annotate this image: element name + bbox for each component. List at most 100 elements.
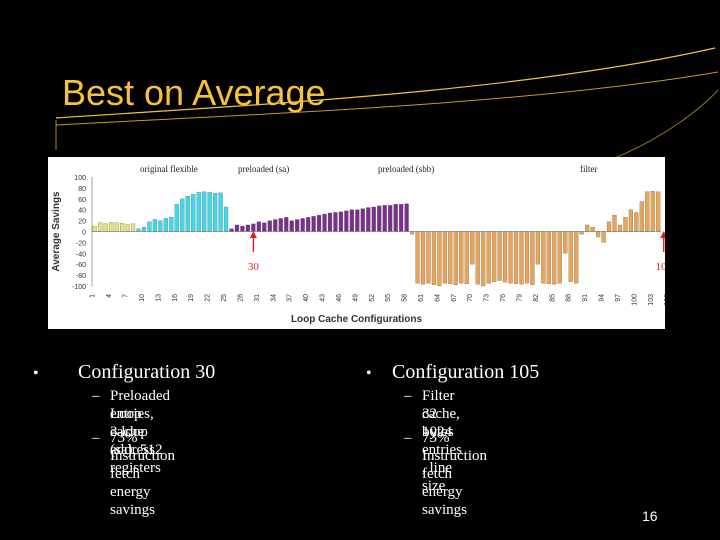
chart-bar: [223, 206, 229, 232]
chart-bar: [431, 231, 437, 286]
chart-bar: [316, 215, 322, 232]
chart-bar: [213, 193, 218, 232]
x-tick-label: 73: [484, 294, 491, 302]
chart-bar: [278, 218, 283, 232]
bullet-marker: •: [33, 365, 39, 382]
chart-bar: [267, 220, 272, 232]
chart-bar: [136, 228, 141, 232]
y-tick-label: 60: [78, 197, 86, 204]
chart-bar: [470, 231, 475, 265]
chart-bar: [492, 231, 497, 282]
chart-bar: [103, 223, 108, 232]
chart-bar: [163, 218, 168, 232]
x-tick-label: 46: [336, 294, 343, 302]
x-tick-label: 49: [352, 294, 359, 302]
x-tick-label: 10: [139, 294, 146, 302]
chart-bar: [426, 231, 431, 284]
group-label: filter: [580, 164, 598, 174]
sub-bullet-dash: –: [404, 430, 412, 446]
x-tick-label: 67: [451, 294, 458, 302]
x-tick-label: 64: [434, 294, 441, 302]
x-tick-label: 82: [533, 294, 540, 302]
x-tick-label: 70: [467, 294, 474, 302]
chart-bar: [639, 201, 644, 232]
chart-bar: [617, 224, 623, 232]
chart-bar: [574, 231, 579, 284]
sub-bullet-dash: –: [404, 388, 412, 404]
chart-bar: [98, 222, 103, 232]
x-tick-label: 94: [599, 294, 606, 302]
x-tick-label: 55: [385, 294, 392, 302]
sub-bullet-text: Filter cache, 1024 entries , line size: [422, 388, 462, 494]
x-tick-label: 25: [221, 294, 228, 302]
chart-bar: [289, 220, 294, 232]
chart-bar: [114, 222, 119, 232]
chart-bar: [306, 217, 311, 232]
chart-bar: [464, 231, 469, 284]
chart-bar: [579, 231, 584, 235]
chart-bar: [453, 231, 458, 286]
chart-bar: [311, 216, 316, 232]
chart-bar: [415, 231, 420, 284]
bar-chart: Average Savings 100 80 60 40 20 0 -20 -40 -60 -80 -…: [51, 164, 665, 325]
annotation-label: 105: [655, 261, 665, 273]
chart-bar: [404, 203, 409, 232]
chart-bar: [563, 231, 568, 254]
chart-bar: [130, 223, 136, 232]
sub-bullet-text: entries, 3 loop address registers: [110, 406, 161, 476]
y-tick-label: -20: [76, 240, 86, 247]
chart-bar: [420, 231, 426, 285]
x-tick-label: 7: [123, 294, 130, 298]
chart-bar: [273, 219, 278, 232]
slide-number: 16: [642, 508, 658, 524]
x-tick-label: 37: [287, 294, 294, 302]
chart-bar: [322, 213, 327, 232]
x-tick-label: 43: [320, 294, 327, 302]
chart-bar: [502, 231, 508, 283]
bullet-heading-left: Configuration 30: [78, 361, 216, 383]
y-tick-label: -60: [76, 262, 86, 269]
x-tick-label: 4: [106, 294, 113, 298]
x-tick-label: 76: [500, 294, 507, 302]
sub-bullet-text: 32 bytes: [422, 406, 454, 440]
chart-bar: [119, 223, 125, 232]
chart-bar: [546, 231, 551, 284]
chart-bar: [437, 231, 442, 287]
chart-container: Average Savings 100 80 60 40 20 0 -20 -40 -60 -80 -…: [48, 157, 665, 329]
chart-bar: [245, 224, 251, 232]
y-tick-label: -40: [76, 251, 86, 258]
chart-bar: [174, 204, 179, 232]
decorative-swoosh: [55, 47, 719, 160]
chart-bar: [634, 212, 639, 232]
x-tick-label: 85: [549, 294, 556, 302]
chart-bar: [349, 209, 354, 232]
x-tick-label: 31: [254, 294, 261, 302]
chart-bar: [601, 231, 606, 243]
chart-bar: [393, 204, 398, 232]
y-tick-label: 0: [82, 230, 86, 237]
chart-bar: [650, 191, 655, 232]
chart-bar: [481, 231, 486, 287]
x-tick-label: 19: [188, 294, 195, 302]
bullet-marker: •: [366, 365, 372, 382]
chart-bar: [229, 228, 234, 232]
chart-bar: [497, 231, 502, 281]
x-tick-label: 13: [155, 294, 162, 302]
chart-bar: [541, 231, 546, 284]
chart-bar: [595, 231, 601, 238]
chart-bar: [218, 192, 223, 232]
slide-title: Best on Average: [62, 72, 326, 113]
chart-bar: [645, 191, 650, 232]
chart-bar: [585, 224, 590, 232]
chart-bar: [234, 224, 240, 232]
chart-bar: [333, 212, 338, 232]
sub-bullet-dash: –: [92, 388, 100, 404]
sub-bullet-dash: –: [92, 430, 100, 446]
chart-bar: [530, 231, 535, 286]
x-tick-label: 16: [172, 294, 179, 302]
bullet-heading-right: Configuration 105: [392, 361, 540, 383]
x-tick-label: 28: [237, 294, 244, 302]
chart-bar: [442, 231, 447, 284]
chart-bar: [284, 217, 289, 232]
chart-bar: [568, 231, 573, 282]
